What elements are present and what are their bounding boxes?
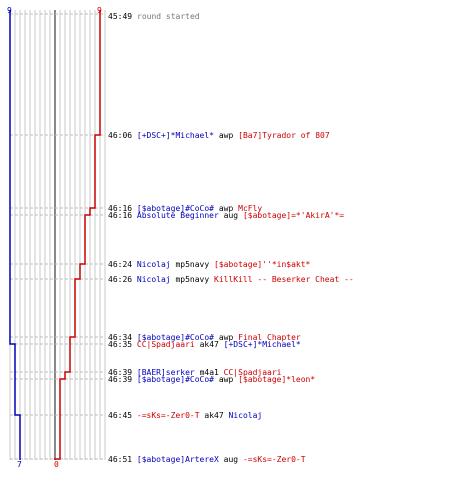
event-log: 46:06 [+DSC+]*Michael* awp [Ba7]Tyrador of …: [108, 131, 354, 464]
killer-name: [$abotage]#CoCo#: [137, 375, 214, 384]
victim-name: [$abotage]=*'AkirA'*=: [243, 211, 344, 220]
event-row: 46:39 [$abotage]#CoCo# awp [$abotage]*leon*: [108, 375, 315, 384]
event-guides: [10, 13, 105, 460]
victim-name: McFly: [238, 204, 262, 213]
event-row: 46:16 [$abotage]#CoCo# awp McFly: [108, 204, 262, 213]
start-label: round started: [137, 12, 200, 21]
event-timestamp: 46:39: [108, 375, 132, 384]
victim-name: Final Chapter: [238, 333, 301, 342]
killer-name: [$abotage]#CoCo#: [137, 204, 214, 213]
event-row: 46:45 -=sKs=-Zer0-T ak47 Nicolaj: [108, 411, 262, 420]
victim-name: Nicolaj: [229, 411, 263, 420]
weapon-name: m4a1: [200, 368, 219, 377]
event-row: 46:06 [+DSC+]*Michael* awp [Ba7]Tyrador of …: [108, 131, 330, 140]
weapon-name: awp: [219, 204, 234, 213]
killer-name: Nicolaj: [137, 275, 171, 284]
event-row: 46:34 [$abotage]#CoCo# awp Final Chapter: [108, 333, 301, 342]
killer-name: Absolute Beginner: [137, 211, 219, 220]
event-timestamp: 46:45: [108, 411, 132, 420]
red-start-count: 9: [97, 6, 102, 15]
event-timestamp: 46:16: [108, 204, 132, 213]
event-row: 46:26 Nicolaj mp5navy KillKill -- Beserker …: [108, 275, 354, 284]
victim-name: CC|Spadjaari: [224, 368, 282, 377]
event-timestamp: 46:34: [108, 333, 132, 342]
victim-name: [$abotage]*leon*: [238, 375, 315, 384]
victim-name: [Ba7]Tyrador of 807: [238, 131, 330, 140]
event-timestamp: 46:06: [108, 131, 132, 140]
killer-name: [+DSC+]*Michael*: [137, 131, 214, 140]
weapon-name: aug: [224, 211, 239, 220]
weapon-name: ak47: [204, 411, 223, 420]
event-timestamp: 46:35: [108, 340, 132, 349]
blue-end-count: 7: [17, 460, 22, 469]
weapon-name: awp: [219, 131, 234, 140]
event-timestamp: 46:24: [108, 260, 132, 269]
start-timestamp: 45:49: [108, 12, 132, 21]
killer-name: [$abotage]#CoCo#: [137, 333, 214, 342]
event-row: 46:39 [BAER]serker m4a1 CC|Spadjaari: [108, 368, 282, 377]
weapon-name: ak47: [200, 340, 219, 349]
weapon-name: awp: [219, 375, 234, 384]
weapon-name: aug: [224, 455, 239, 464]
blue-start-count: 9: [7, 6, 12, 15]
red-team-step-line: [54, 10, 101, 460]
red-end-count: 0: [54, 460, 59, 469]
blue-team-step-line: [9, 10, 21, 460]
killer-name: Nicolaj: [137, 260, 171, 269]
event-timestamp: 46:26: [108, 275, 132, 284]
weapon-name: mp5navy: [175, 260, 209, 269]
event-row: 46:51 [$abotage]ArtereX aug -=sKs=-Zer0-T: [108, 455, 306, 464]
blue-team-count-line: [9, 10, 21, 460]
victim-name: -=sKs=-Zer0-T: [243, 455, 306, 464]
weapon-name: mp5navy: [175, 275, 209, 284]
killer-name: [BAER]serker: [137, 368, 195, 377]
killer-name: CC|Spadjaari: [137, 340, 195, 349]
event-row: 46:16 Absolute Beginner aug [$abotage]=*'Ak…: [108, 211, 344, 220]
event-row: 46:35 CC|Spadjaari ak47 [+DSC+]*Michael*: [108, 340, 301, 349]
weapon-name: awp: [219, 333, 234, 342]
event-row: 46:24 Nicolaj mp5navy [$abotage]''*in$akt*: [108, 260, 311, 269]
victim-name: [+DSC+]*Michael*: [224, 340, 301, 349]
event-timestamp: 46:39: [108, 368, 132, 377]
victim-name: [$abotage]''*in$akt*: [214, 260, 311, 269]
red-team-count-line: [54, 10, 101, 460]
killer-name: [$abotage]ArtereX: [137, 455, 219, 464]
killer-name: -=sKs=-Zer0-T: [137, 411, 200, 420]
event-timestamp: 46:51: [108, 455, 132, 464]
event-timestamp: 46:16: [108, 211, 132, 220]
player-grid: [9, 10, 106, 460]
victim-name: KillKill -- Beserker Cheat --: [214, 275, 354, 284]
